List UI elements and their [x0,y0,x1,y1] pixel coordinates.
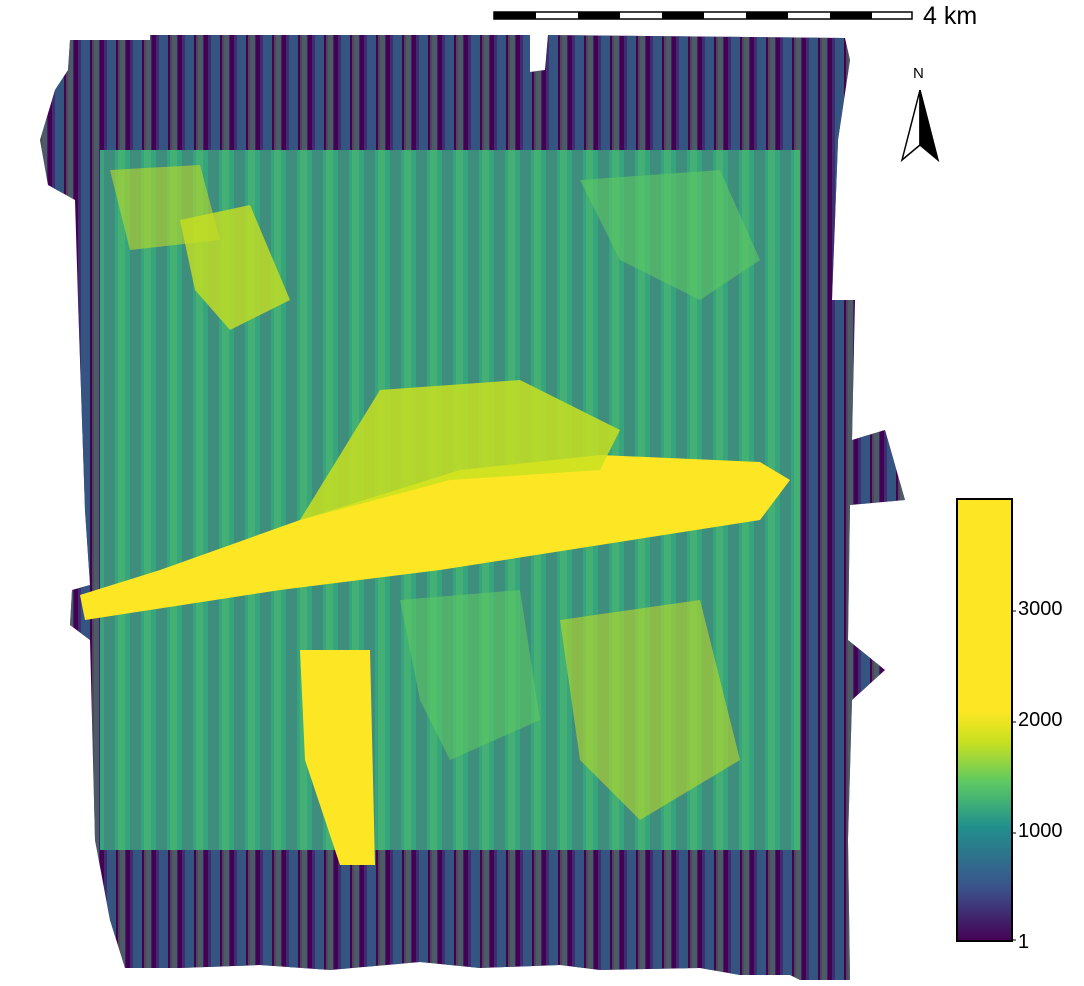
colorbar-tick-2000: 2000 [1018,709,1063,731]
high-intensity-zones [80,165,790,865]
north-label: N [913,65,924,82]
colorbar-tick-1: 1 [1018,931,1030,953]
scale-bar-label: 4 km [923,2,978,30]
colorbar-tick-3000: 3000 [1018,598,1063,620]
scale-bar [493,11,913,20]
colorbar-tick-1000: 1000 [1018,820,1063,842]
north-arrow-icon [900,89,940,163]
colorbar [956,498,1016,942]
